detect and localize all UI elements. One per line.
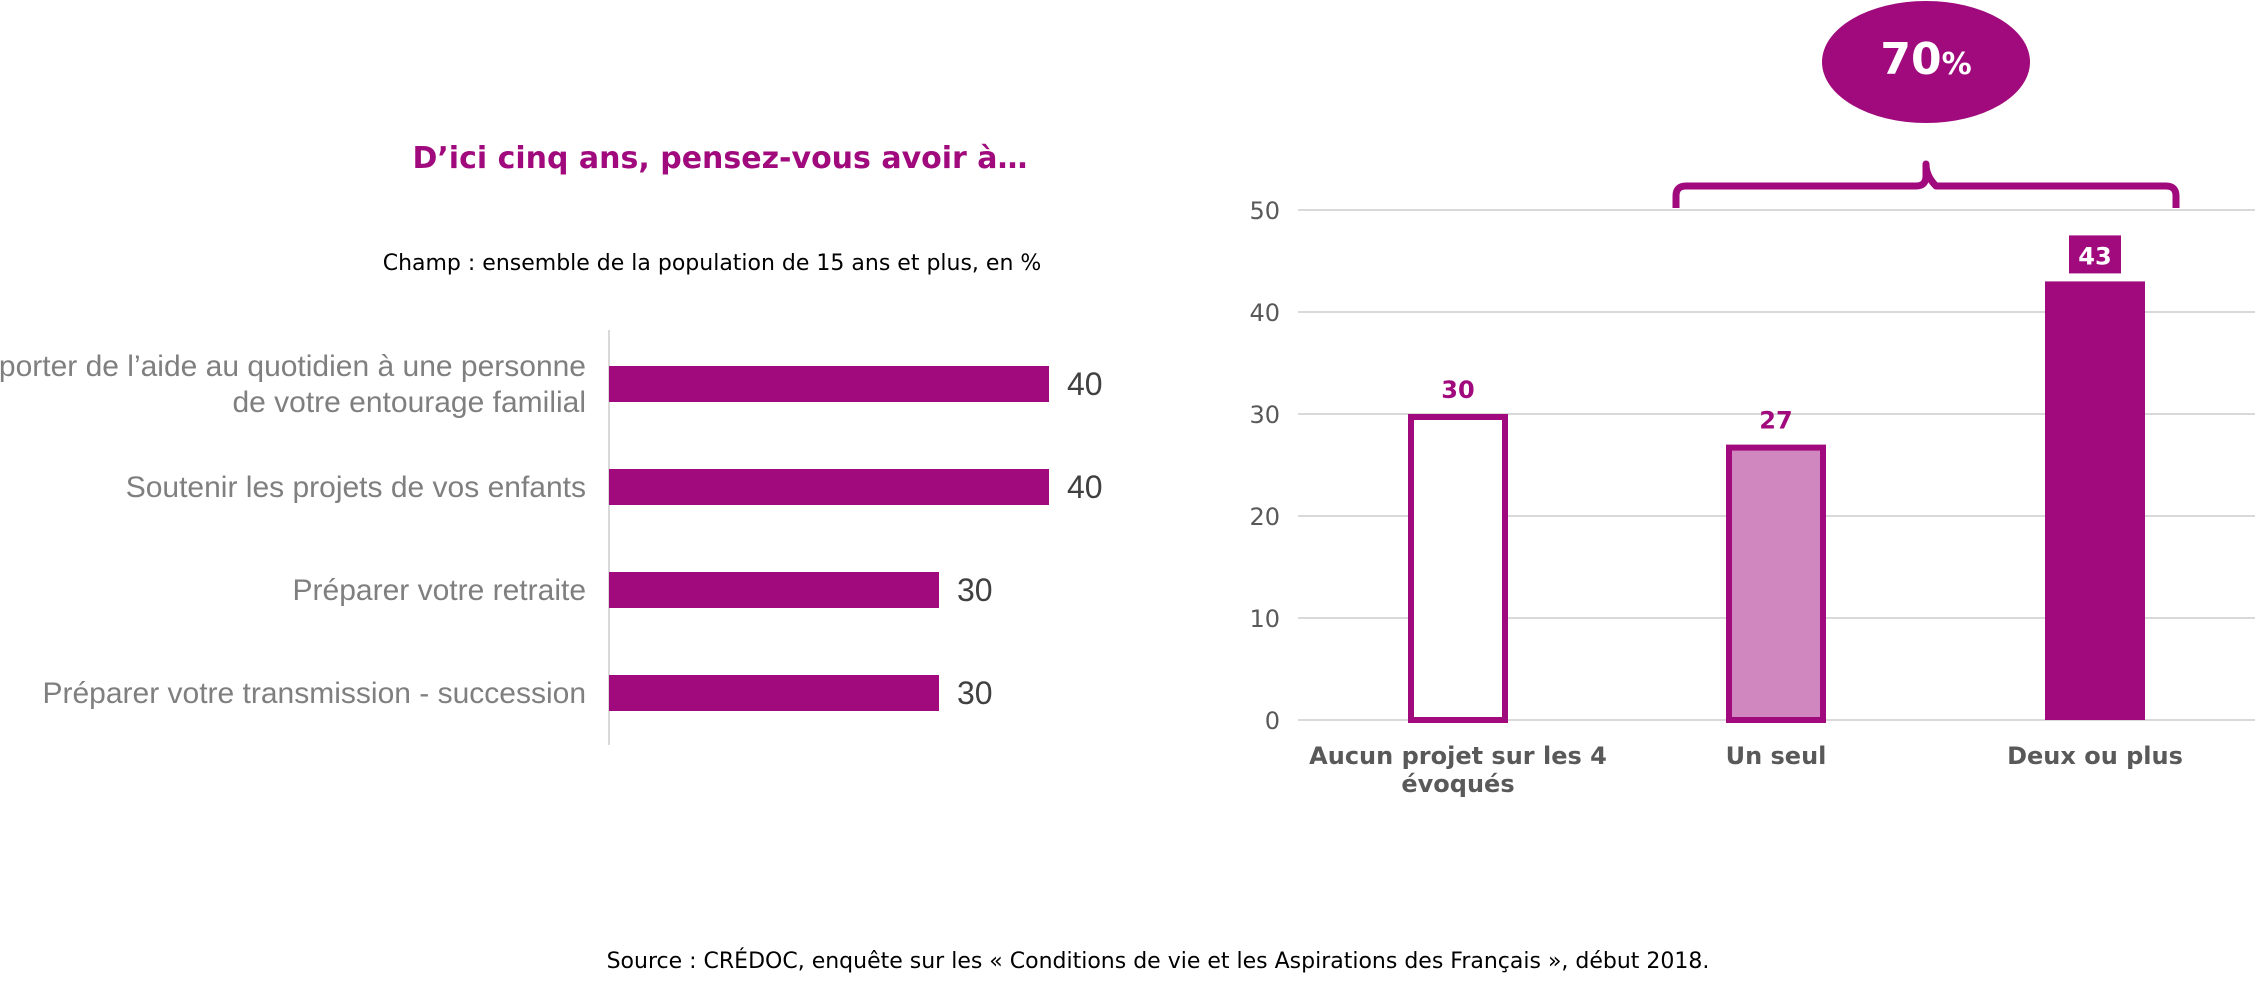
hbar-value-label: 30 — [957, 572, 993, 608]
vbar-value-label: 43 — [2078, 242, 2111, 270]
hbar-category-label: Apporter de l’aide au quotidien à une pe… — [0, 350, 586, 383]
vertical-bar-chart: 0 10 20 30 40 50 30 Aucun projet sur les 4évoqu… — [1249, 197, 2255, 798]
y-tick-label: 40 — [1249, 299, 1280, 327]
x-category-label: Aucun projet sur les 4 — [1309, 742, 1607, 770]
hbar-category-label: Préparer votre retraite — [293, 574, 586, 607]
hbar-bar — [609, 366, 1049, 402]
vbar-bar — [2045, 281, 2145, 720]
vbar-bar — [1408, 414, 1508, 723]
source-note: Source : CRÉDOC, enquête sur les « Condi… — [607, 948, 1710, 974]
callout-number: 70 — [1880, 34, 1941, 85]
hbar-category-label: Soutenir les projets de vos enfants — [126, 471, 586, 504]
x-category-label: Un seul — [1726, 742, 1827, 770]
vbar-bar — [1726, 444, 1826, 723]
vbar-label-box — [2069, 235, 2121, 274]
hbar-bar — [609, 572, 939, 608]
horizontal-bar-chart: 40 Apporter de l’aide au quotidien à une … — [0, 330, 1103, 745]
y-tick-label: 20 — [1249, 503, 1280, 531]
x-category-label: Deux ou plus — [2007, 742, 2183, 770]
y-tick-label: 30 — [1249, 401, 1280, 429]
hbar-value-label: 40 — [1067, 366, 1103, 402]
hbar-bar — [609, 469, 1049, 505]
vbar-value-label: 27 — [1759, 407, 1792, 435]
y-tick-label: 50 — [1249, 197, 1280, 225]
callout-group: 70% — [1672, 1, 2180, 208]
callout-bubble — [1822, 1, 2030, 123]
chart-subtitle: Champ : ensemble de la population de 15 … — [383, 251, 1042, 276]
callout-unit: % — [1942, 47, 1972, 82]
hbar-value-label: 40 — [1067, 469, 1103, 505]
y-tick-label: 0 — [1265, 707, 1280, 735]
hbar-bar — [609, 675, 939, 711]
callout-text: 70% — [1880, 34, 1971, 85]
callout-brace — [1672, 160, 2180, 208]
hbar-category-label: Préparer votre transmission - succession — [42, 677, 586, 710]
x-category-label: évoqués — [1401, 770, 1514, 798]
hbar-category-label: de votre entourage familial — [232, 386, 586, 419]
vbar-value-label: 30 — [1441, 376, 1474, 404]
y-tick-label: 10 — [1249, 605, 1280, 633]
chart-title: D’ici cinq ans, pensez-vous avoir à… — [412, 141, 1027, 176]
hbar-value-label: 30 — [957, 675, 993, 711]
